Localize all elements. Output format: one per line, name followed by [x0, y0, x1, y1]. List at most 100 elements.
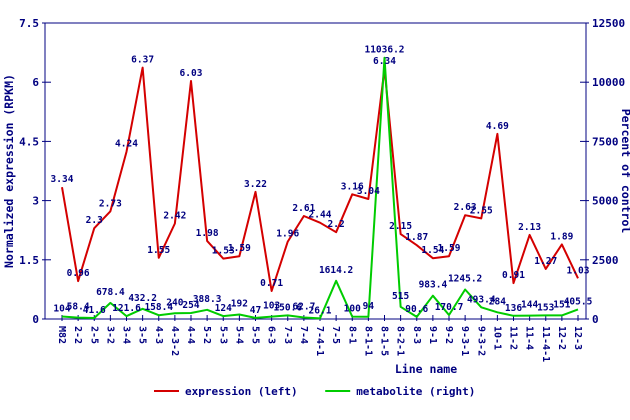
metabolite-right-value-label: 103 [263, 301, 280, 312]
x-tick-label: M82 [56, 326, 67, 344]
x-tick-label: 3-2 [104, 326, 115, 344]
expression-left-value-label: 1.55 [147, 245, 170, 256]
x-tick-label: 5-5 [250, 326, 261, 344]
metabolite-right-value-label: 47 [250, 305, 261, 316]
metabolite-right-value-label: 153 [537, 302, 554, 313]
expression-left-value-label: 2.2 [328, 219, 345, 230]
right-axis-title: Percent of control [619, 109, 630, 234]
x-tick-label: 7-3 [282, 326, 293, 344]
metabolite-right-value-label: 144 [521, 300, 538, 311]
metabolite-right-line [61, 56, 579, 320]
metabolite-right-value-label: 121.6 [112, 303, 141, 314]
x-tick-label: 8-1 [346, 326, 357, 344]
expression-left-value-label: 2.73 [99, 198, 122, 209]
metabolite-right-value-label: 90.6 [405, 304, 428, 315]
expression-left-value-label: 3.16 [341, 181, 364, 192]
left-axis-tick-label: 0 [32, 313, 39, 326]
x-tick-label: 11-4 [524, 326, 535, 350]
metabolite-right-value-label: 493.4 [467, 294, 496, 305]
expression-left-value-label: 2.61 [292, 203, 315, 214]
x-tick-label: 3-4 [121, 326, 132, 344]
expression-left-value-label: 2.13 [518, 222, 541, 233]
expression-left-value-label: 2.3 [86, 215, 103, 226]
expression-left-value-label: 1.98 [196, 228, 219, 239]
expression-left-value-label: 4.24 [115, 139, 138, 150]
x-tick-label: 9-1 [427, 326, 438, 344]
x-tick-label: 7-5 [330, 326, 341, 344]
expression-left-value-label: 1.54 [421, 245, 444, 256]
left-axis-tick-label: 7.5 [19, 17, 39, 30]
metabolite-right-value-label: 41.6 [83, 305, 106, 316]
metabolite-right-value-label: 515 [392, 291, 409, 302]
right-axis-tick-label: 5000 [592, 195, 619, 208]
expression-left-value-label: 2.55 [470, 205, 493, 216]
expression-left-value-label: 3.04 [357, 186, 380, 197]
metabolite-right-value-label: 405.5 [564, 296, 593, 307]
metabolite-right-value-label: 240 [166, 297, 183, 308]
x-axis-title: Line name [395, 362, 457, 376]
metabolite-right-value-label: 136 [505, 303, 522, 314]
x-tick-label: 2-5 [88, 326, 99, 344]
expression-left-value-label: 2.63 [454, 202, 477, 213]
expression-left-value-label: 1.89 [550, 231, 573, 242]
left-axis-title: Normalized expression (RPKM) [2, 74, 16, 268]
legend-label-metabolite-right: metabolite (right) [356, 385, 475, 398]
x-tick-label: 7-4-1 [314, 326, 325, 356]
x-tick-label: 8-1-5 [379, 326, 390, 356]
x-tick-label: 10-1 [491, 326, 502, 350]
expression-left-value-label: 3.34 [51, 174, 74, 185]
expression-left-value-label: 0.96 [67, 268, 90, 279]
x-tick-label: 9-2 [443, 326, 454, 344]
metabolite-right-value-label: 151 [553, 299, 570, 310]
metabolite-right-value-label: 100 [344, 304, 361, 315]
expression-left-value-label: 1.59 [438, 243, 461, 254]
left-axis-tick-label: 6 [32, 76, 39, 89]
x-tick-label: 7-4 [298, 326, 309, 344]
metabolite-right-value-label: 62.7 [292, 302, 315, 313]
expression-left-value-label: 1.59 [228, 243, 251, 254]
x-tick-label: 8-1-1 [362, 326, 373, 356]
expression-left-value-label: 1.53 [212, 246, 235, 257]
x-tick-label: 5-4 [233, 326, 244, 344]
expression-left-value-label: 2.42 [163, 211, 186, 222]
metabolite-right-value-label: 11036.2 [364, 45, 404, 56]
left-axis-tick-label: 1.5 [19, 254, 39, 267]
metabolite-right-value-label: 254 [182, 300, 199, 311]
metabolite-right-value-label: 1614.2 [319, 265, 353, 276]
right-axis-tick-label: 10000 [592, 76, 625, 89]
expression-left-value-label: 6.03 [180, 68, 203, 79]
x-tick-label: 9-3-1 [459, 326, 470, 356]
expression-left-line [61, 66, 579, 292]
expression-left-value-label: 1.87 [405, 232, 428, 243]
x-tick-label: 8-2-1 [395, 326, 406, 356]
right-axis-tick-label: 12500 [592, 17, 625, 30]
left-axis-tick-label: 4.5 [19, 135, 39, 148]
x-tick-label: 2-2 [72, 326, 83, 344]
expression-left-value-label: 6.37 [131, 55, 154, 66]
metabolite-right-value-label: 678.4 [96, 287, 125, 298]
metabolite-right-value-label: 158.4 [144, 302, 173, 313]
x-tick-label: 3-5 [137, 326, 148, 344]
expression-left-value-label: 4.69 [486, 121, 509, 132]
x-tick-label: 8-3 [411, 326, 422, 344]
x-tick-label: 4-3-2 [169, 326, 180, 356]
metabolite-right-value-label: 58.4 [67, 302, 90, 313]
x-tick-label: 5-2 [201, 326, 212, 344]
x-tick-label: 4-4 [185, 326, 196, 344]
x-tick-label: 9-3-2 [475, 326, 486, 356]
expression-left-value-label: 6.34 [373, 56, 396, 67]
left-axis-tick-label: 3 [32, 195, 39, 208]
expression-left-value-label: 2.15 [389, 221, 412, 232]
metabolite-right-value-label: 150.6 [273, 302, 302, 313]
metabolite-right-value-label: 1245.2 [448, 274, 482, 285]
right-axis-tick-label: 2500 [592, 254, 619, 267]
metabolite-right-value-label: 104 [53, 304, 70, 315]
metabolite-right-value-label: 432.2 [128, 293, 157, 304]
metabolite-right-value-label: 170.7 [435, 302, 464, 313]
x-tick-label: 4-3 [153, 326, 164, 344]
metabolite-right-value-label: 124 [215, 303, 232, 314]
x-tick-label: 12-2 [556, 326, 567, 350]
expression-left-value-label: 1.27 [534, 256, 557, 267]
